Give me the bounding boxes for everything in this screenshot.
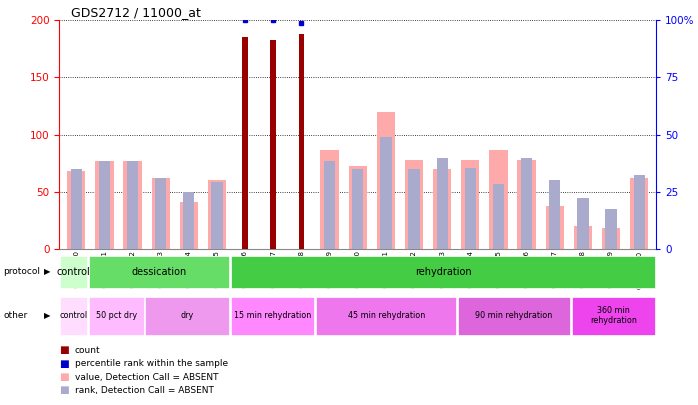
Bar bbox=[155, 178, 166, 249]
Bar bbox=[299, 34, 304, 249]
Bar bbox=[549, 181, 560, 249]
Text: 45 min rehydration: 45 min rehydration bbox=[348, 311, 425, 320]
Bar bbox=[211, 181, 223, 249]
Bar bbox=[405, 160, 423, 249]
Bar bbox=[324, 161, 335, 249]
Bar bbox=[231, 296, 314, 335]
Text: control: control bbox=[57, 267, 91, 277]
Bar bbox=[577, 198, 588, 249]
Text: ▶: ▶ bbox=[44, 311, 51, 320]
Text: ■: ■ bbox=[59, 345, 69, 355]
Bar bbox=[60, 296, 87, 335]
Bar bbox=[546, 206, 564, 249]
Bar bbox=[352, 169, 364, 249]
Bar bbox=[380, 137, 392, 249]
Bar bbox=[95, 161, 114, 249]
Text: count: count bbox=[75, 346, 101, 355]
Bar bbox=[67, 171, 85, 249]
Text: other: other bbox=[3, 311, 28, 320]
Bar bbox=[348, 166, 367, 249]
Bar bbox=[517, 160, 536, 249]
Text: dry: dry bbox=[181, 311, 194, 320]
Bar bbox=[461, 160, 480, 249]
Bar bbox=[521, 158, 533, 249]
Text: percentile rank within the sample: percentile rank within the sample bbox=[75, 359, 228, 368]
Bar bbox=[465, 168, 476, 249]
Text: ▶: ▶ bbox=[44, 267, 51, 276]
Bar bbox=[433, 169, 452, 249]
Text: dessication: dessication bbox=[131, 267, 186, 277]
Bar bbox=[145, 296, 229, 335]
Bar bbox=[605, 209, 617, 249]
Bar bbox=[151, 178, 170, 249]
Bar bbox=[574, 226, 592, 249]
Text: value, Detection Call = ABSENT: value, Detection Call = ABSENT bbox=[75, 373, 218, 382]
Bar bbox=[320, 149, 339, 249]
Bar bbox=[179, 202, 198, 249]
Bar bbox=[489, 149, 507, 249]
Bar bbox=[316, 296, 456, 335]
Bar bbox=[572, 296, 655, 335]
Bar bbox=[208, 181, 226, 249]
Bar bbox=[377, 112, 395, 249]
Bar bbox=[493, 184, 504, 249]
Text: 50 pct dry: 50 pct dry bbox=[96, 311, 137, 320]
Text: 360 min
rehydration: 360 min rehydration bbox=[590, 306, 637, 325]
Text: 90 min rehydration: 90 min rehydration bbox=[475, 311, 553, 320]
Text: protocol: protocol bbox=[3, 267, 40, 276]
Text: control: control bbox=[59, 311, 88, 320]
Bar bbox=[124, 161, 142, 249]
Text: ■: ■ bbox=[59, 386, 69, 395]
Bar bbox=[436, 158, 448, 249]
Bar bbox=[89, 256, 229, 288]
Bar bbox=[630, 178, 648, 249]
Bar bbox=[458, 296, 570, 335]
Bar bbox=[60, 256, 87, 288]
Bar bbox=[602, 228, 621, 249]
Bar bbox=[242, 37, 248, 249]
Text: ■: ■ bbox=[59, 359, 69, 369]
Text: 15 min rehydration: 15 min rehydration bbox=[234, 311, 311, 320]
Bar bbox=[70, 169, 82, 249]
Bar bbox=[270, 40, 276, 249]
Bar bbox=[634, 175, 645, 249]
Bar bbox=[408, 169, 419, 249]
Bar bbox=[89, 296, 144, 335]
Text: rehydration: rehydration bbox=[415, 267, 471, 277]
Bar bbox=[98, 161, 110, 249]
Bar bbox=[183, 192, 195, 249]
Bar bbox=[127, 161, 138, 249]
Text: GDS2712 / 11000_at: GDS2712 / 11000_at bbox=[71, 6, 201, 19]
Bar bbox=[231, 256, 655, 288]
Text: ■: ■ bbox=[59, 372, 69, 382]
Text: rank, Detection Call = ABSENT: rank, Detection Call = ABSENT bbox=[75, 386, 214, 395]
